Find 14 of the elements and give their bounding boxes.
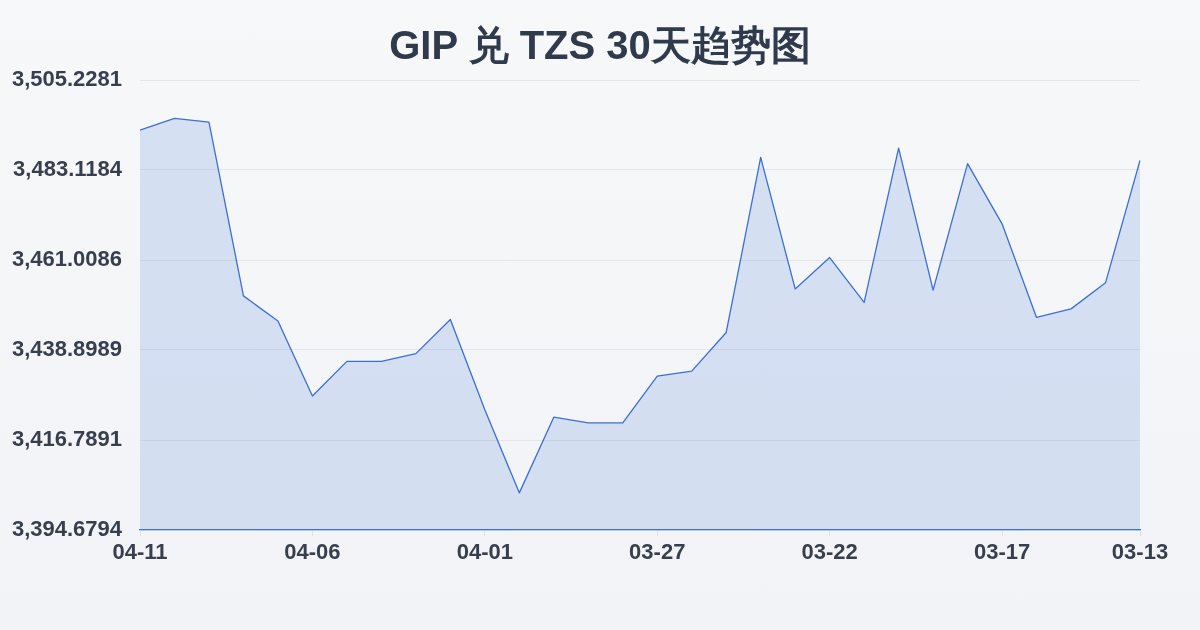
y-tick-label: 3,483.1184 (13, 156, 123, 182)
x-tick-label: 03-22 (801, 539, 858, 565)
chart-title: GIP 兑 TZS 30天趋势图 (389, 23, 811, 67)
x-tick-label: 04-01 (456, 539, 513, 565)
x-tick-label: 04-11 (112, 539, 168, 565)
x-tick-label: 03-17 (973, 539, 1031, 565)
x-tick-label: 04-06 (284, 539, 341, 565)
y-tick-label: 3,394.6794 (11, 516, 123, 542)
y-tick-label: 3,505.2281 (11, 66, 122, 92)
x-tick-label: 03-27 (629, 539, 686, 565)
y-tick-label: 3,461.0086 (11, 246, 122, 272)
y-tick-label: 3,438.8989 (11, 336, 122, 362)
x-tick-label: 03-13 (1111, 539, 1169, 565)
y-tick-label: 3,416.7891 (11, 426, 122, 452)
